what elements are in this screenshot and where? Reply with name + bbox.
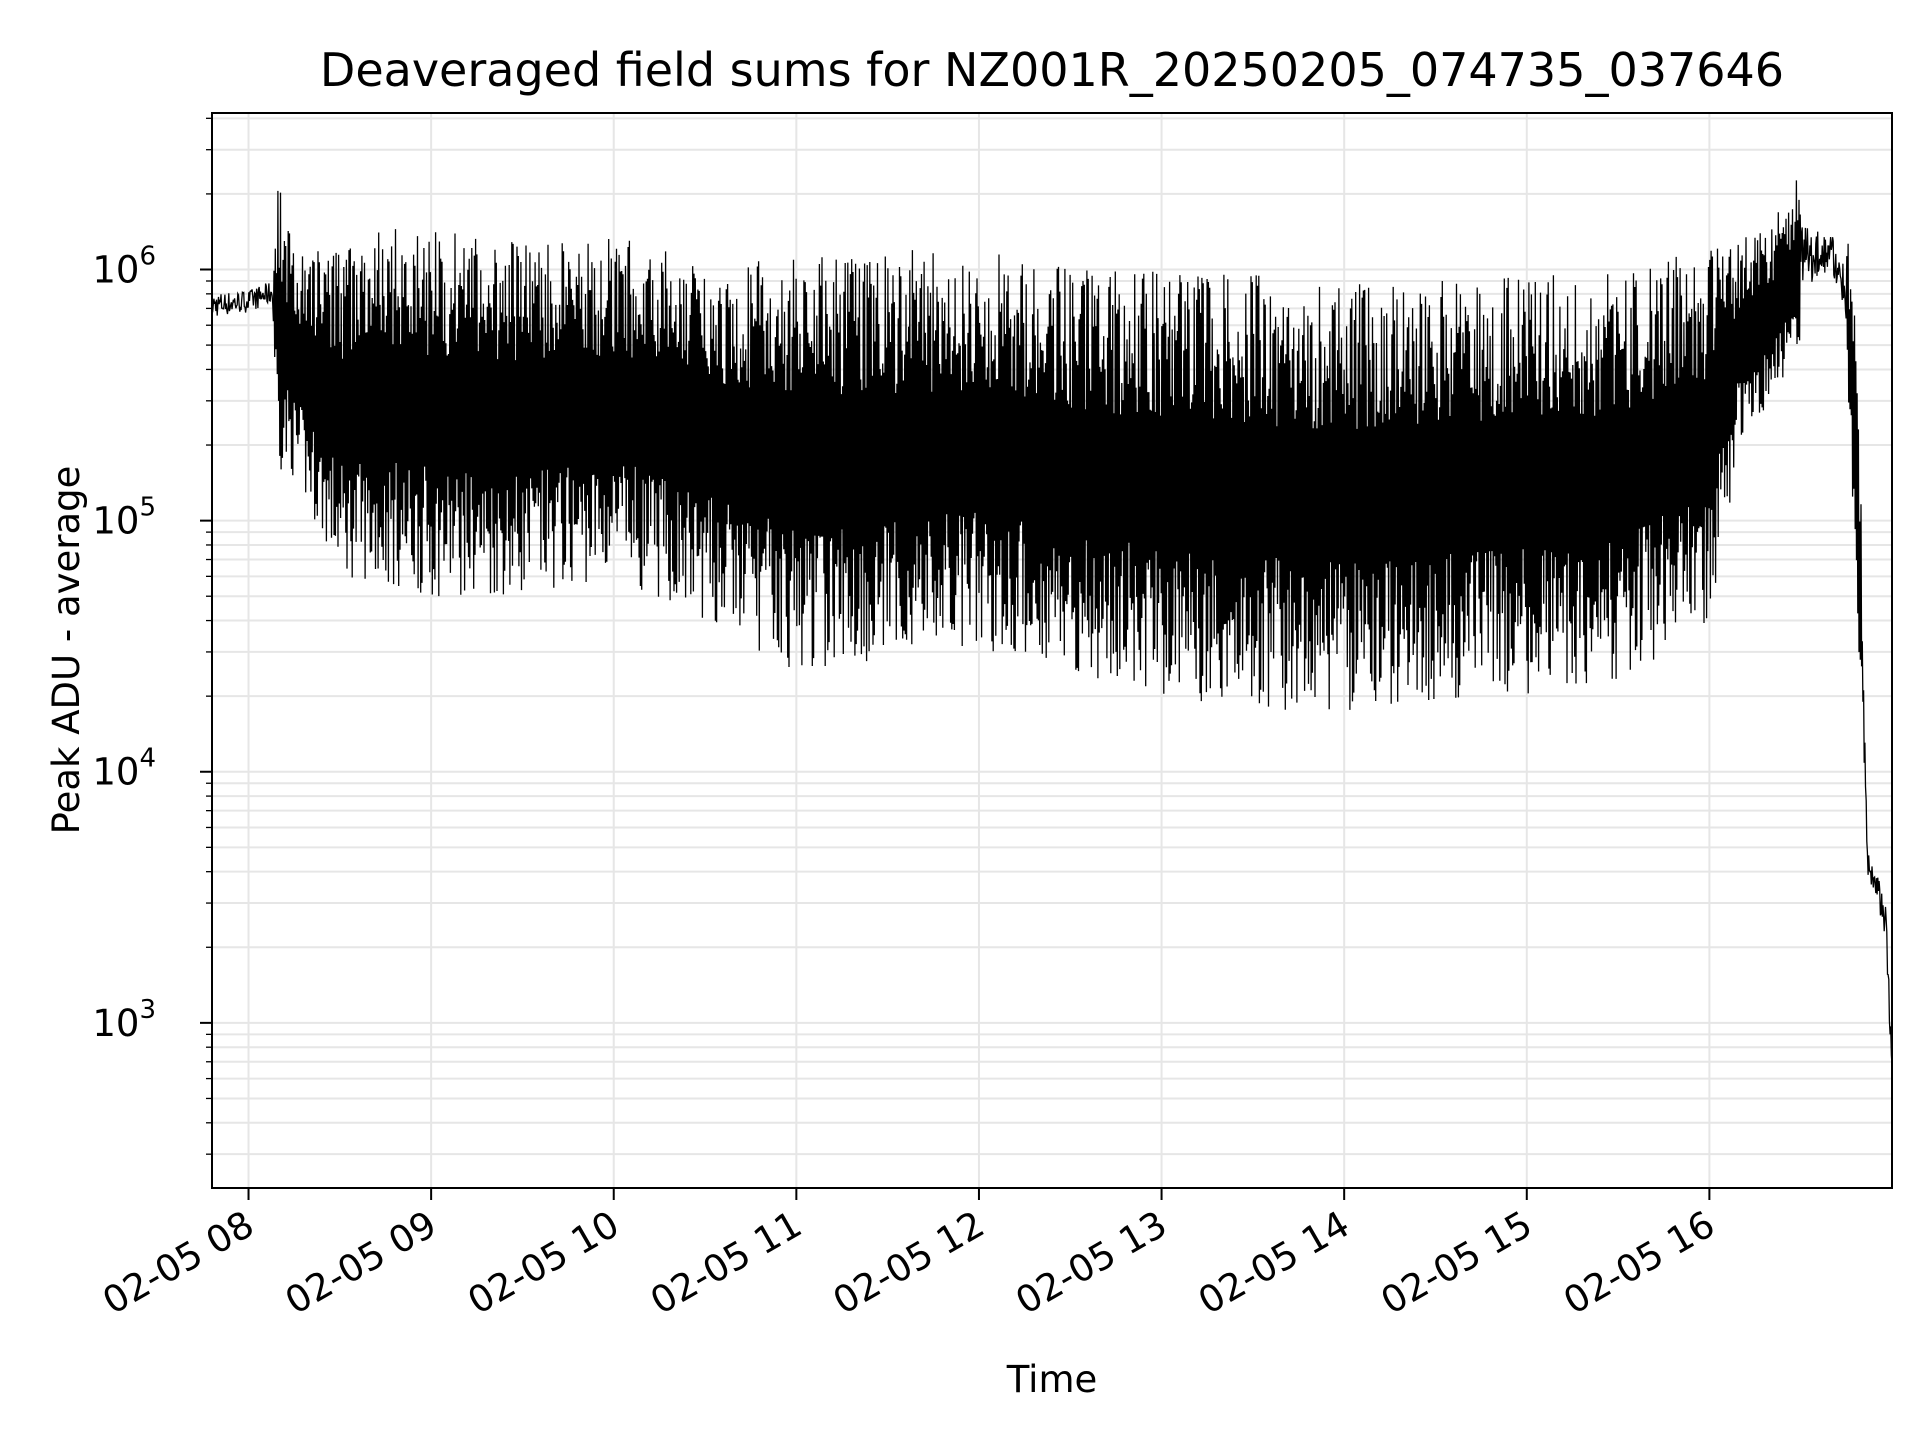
series-line (211, 180, 1893, 1065)
x-tick-label: 02-05 08 (95, 1203, 261, 1323)
x-tick-label: 02-05 15 (1374, 1203, 1540, 1323)
x-tick-label: 02-05 14 (1191, 1203, 1357, 1323)
x-axis: 02-05 08 02-05 09 02-05 10 02-05 11 02-05 12… (95, 1188, 1722, 1323)
x-tick-label: 02-05 09 (278, 1203, 444, 1323)
x-tick-label: 02-05 12 (826, 1203, 992, 1323)
x-tick-label: 02-05 13 (1008, 1203, 1174, 1323)
plot-frame (211, 112, 1893, 1189)
x-tick-label: 02-05 16 (1556, 1203, 1722, 1323)
chart-title: Deaveraged field sums for NZ001R_2025020… (320, 43, 1784, 97)
x-axis-label: Time (1006, 1358, 1098, 1401)
y-axis: 103 104 105 106 (92, 117, 212, 1155)
x-tick-label: 02-05 10 (461, 1203, 627, 1323)
x-tick-label: 02-05 11 (643, 1203, 809, 1323)
y-tick-label: 105 (92, 493, 156, 543)
y-tick-label: 104 (92, 744, 156, 794)
y-tick-label: 103 (92, 995, 156, 1045)
y-axis-label: Peak ADU - average (45, 466, 88, 835)
y-tick-label: 106 (92, 242, 156, 292)
